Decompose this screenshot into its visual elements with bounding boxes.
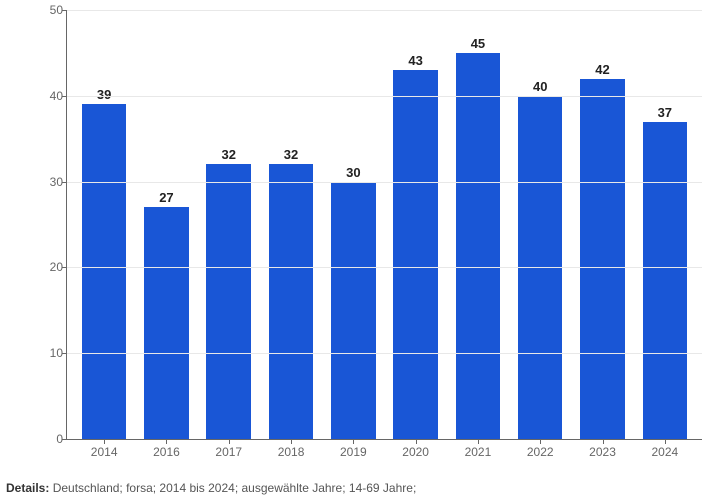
details-text: Deutschland; forsa; 2014 bis 2024; ausge…	[53, 481, 417, 495]
ytick-label: 50	[37, 3, 63, 17]
bar-slot: 432020	[384, 10, 446, 439]
bars-group: 3920142720163220173220183020194320204520…	[67, 10, 702, 439]
bar	[206, 164, 251, 439]
bar-slot: 452021	[447, 10, 509, 439]
bar-slot: 272016	[135, 10, 197, 439]
xtick-label: 2019	[322, 439, 384, 459]
bar-value-label: 30	[346, 165, 360, 180]
bar-value-label: 32	[284, 147, 298, 162]
bar	[580, 79, 625, 439]
grid-line	[67, 96, 702, 97]
ytick-label: 40	[37, 89, 63, 103]
xtick-label: 2022	[509, 439, 571, 459]
bar-slot: 372024	[634, 10, 696, 439]
grid-line	[67, 353, 702, 354]
bar-slot: 402022	[509, 10, 571, 439]
bar-value-label: 37	[658, 105, 672, 120]
bar-value-label: 42	[595, 62, 609, 77]
bar-value-label: 27	[159, 190, 173, 205]
bar	[393, 70, 438, 439]
xtick-label: 2018	[260, 439, 322, 459]
details-line: Details: Deutschland; forsa; 2014 bis 20…	[6, 481, 416, 495]
xtick-label: 2017	[198, 439, 260, 459]
bar-slot: 322018	[260, 10, 322, 439]
ytick-label: 20	[37, 260, 63, 274]
xtick-label: 2023	[571, 439, 633, 459]
ytick-label: 30	[37, 175, 63, 189]
bar	[82, 104, 127, 439]
xtick-label: 2016	[135, 439, 197, 459]
bar-slot: 392014	[73, 10, 135, 439]
bar-slot: 422023	[571, 10, 633, 439]
bar-value-label: 40	[533, 79, 547, 94]
grid-line	[67, 267, 702, 268]
chart-container: Tägliche Nutzungsdauer in Minuten 392014…	[20, 10, 706, 470]
bar	[269, 164, 314, 439]
bar	[456, 53, 501, 439]
bar-slot: 302019	[322, 10, 384, 439]
plot-area: 3920142720163220173220183020194320204520…	[66, 10, 702, 440]
bar-value-label: 45	[471, 36, 485, 51]
xtick-label: 2021	[447, 439, 509, 459]
bar-value-label: 32	[222, 147, 236, 162]
xtick-label: 2014	[73, 439, 135, 459]
bar	[643, 122, 688, 439]
grid-line	[67, 182, 702, 183]
bar-slot: 322017	[198, 10, 260, 439]
grid-line	[67, 10, 702, 11]
ytick-label: 0	[37, 432, 63, 446]
xtick-label: 2020	[384, 439, 446, 459]
xtick-label: 2024	[634, 439, 696, 459]
ytick-label: 10	[37, 346, 63, 360]
bar	[331, 182, 376, 439]
bar	[144, 207, 189, 439]
bar-value-label: 43	[408, 53, 422, 68]
details-label: Details:	[6, 481, 49, 495]
